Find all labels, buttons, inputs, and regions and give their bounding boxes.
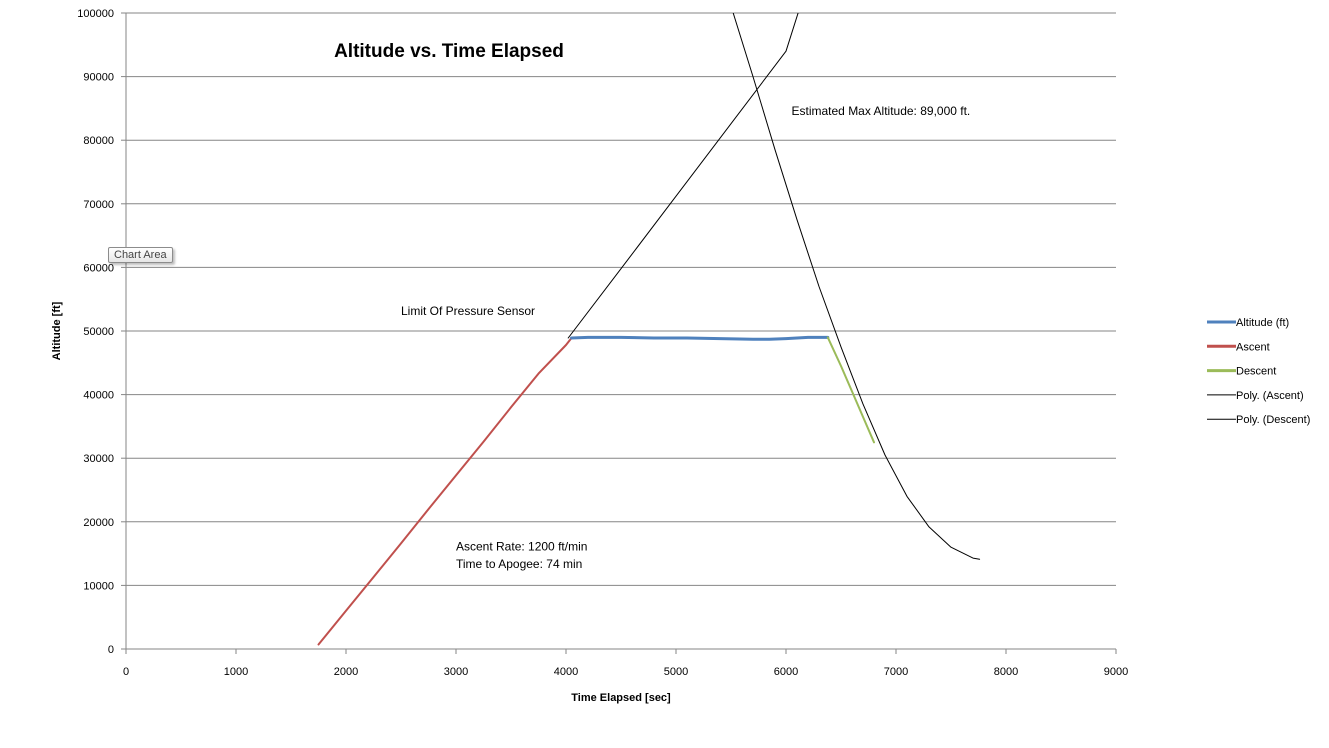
y-tick-label: 100000 <box>77 8 114 20</box>
x-tick-label: 8000 <box>994 666 1018 678</box>
x-axis-title: Time Elapsed [sec] <box>571 692 671 704</box>
y-tick-label: 50000 <box>83 326 114 338</box>
x-tick-label: 4000 <box>554 666 578 678</box>
series-line-poly-ascent <box>567 13 799 339</box>
y-tick-label: 10000 <box>83 580 114 592</box>
annotation-limit: Limit Of Pressure Sensor <box>401 304 535 318</box>
y-axis-title: Altitude [ft] <box>51 301 63 360</box>
series-line-altitude-ft <box>570 335 830 341</box>
legend-label: Poly. (Descent) <box>1236 414 1310 426</box>
y-tick-label: 70000 <box>83 199 114 211</box>
x-tick-label: 7000 <box>884 666 908 678</box>
x-tick-label: 2000 <box>334 666 358 678</box>
legend-label: Altitude (ft) <box>1236 317 1289 329</box>
legend-label: Ascent <box>1236 341 1270 353</box>
annotation-max: Estimated Max Altitude: 89,000 ft. <box>792 104 971 118</box>
y-tick-label: 40000 <box>83 390 114 402</box>
series-line-ascent <box>317 337 573 646</box>
y-tick-label: 0 <box>108 644 114 656</box>
x-tick-label: 5000 <box>664 666 688 678</box>
y-tick-label: 80000 <box>83 135 114 147</box>
series-line-descent <box>826 336 875 444</box>
y-tick-label: 20000 <box>83 517 114 529</box>
x-tick-label: 1000 <box>224 666 248 678</box>
x-tick-label: 9000 <box>1104 666 1128 678</box>
annotation-rate: Ascent Rate: 1200 ft/min <box>456 539 587 553</box>
series-line-poly-descent <box>732 13 981 560</box>
x-tick-label: 6000 <box>774 666 798 678</box>
y-tick-label: 90000 <box>83 72 114 84</box>
x-tick-label: 3000 <box>444 666 468 678</box>
y-tick-label: 60000 <box>83 262 114 274</box>
y-tick-label: 30000 <box>83 453 114 465</box>
chart-area-tooltip: Chart Area <box>108 247 173 263</box>
x-tick-label: 0 <box>123 666 129 678</box>
chart-title: Altitude vs. Time Elapsed <box>334 41 564 62</box>
legend-label: Poly. (Ascent) <box>1236 390 1304 402</box>
legend-label: Descent <box>1236 366 1276 378</box>
annotation-apogee: Time to Apogee: 74 min <box>456 557 582 571</box>
